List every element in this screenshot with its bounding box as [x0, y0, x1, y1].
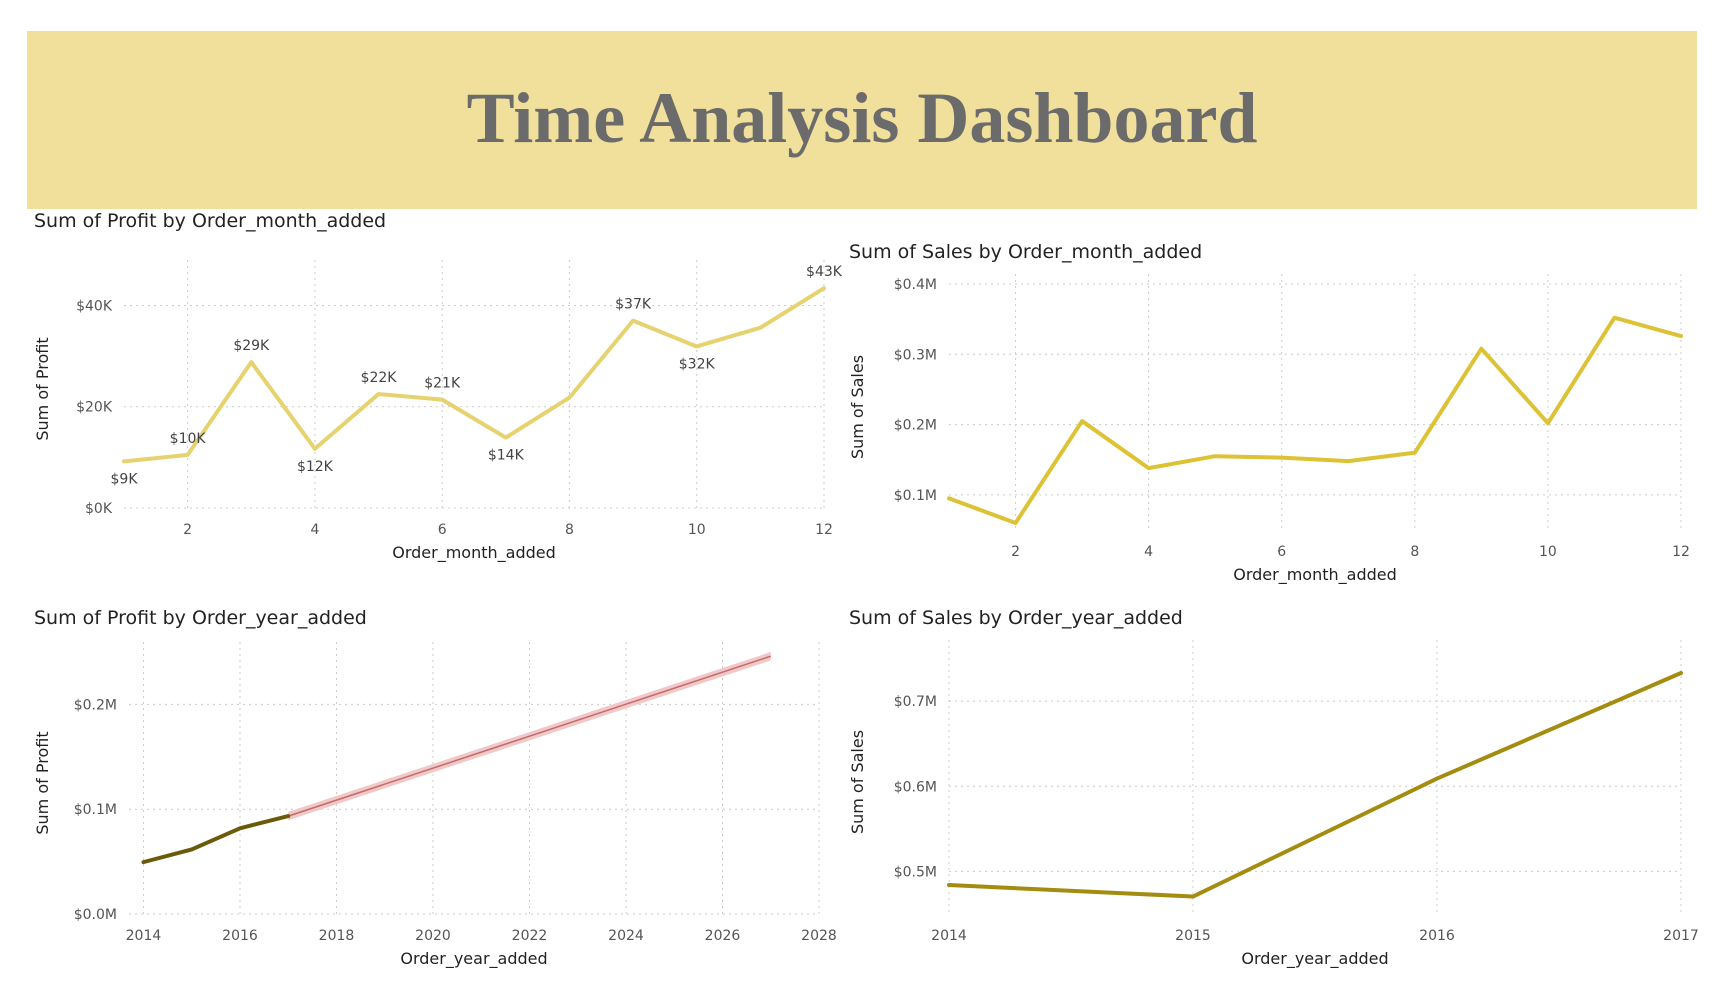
y-tick-label: $40K: [76, 298, 113, 314]
x-tick-label: 2018: [319, 928, 355, 944]
y-tick-label: $0.4M: [894, 277, 937, 293]
x-tick-label: 2016: [222, 928, 258, 944]
y-axis-title: Sum of Sales: [848, 730, 867, 834]
x-tick-label: 2015: [1175, 928, 1211, 944]
sales-by-year-chart: Sum of Sales by Order_year_added $0.5M $0…: [848, 607, 1699, 969]
data-label: $32K: [679, 356, 716, 372]
x-tick-label: 2014: [126, 928, 162, 944]
chart-svg: $0.5M $0.6M $0.7M 2014 2015 2016 2017 Order_yea…: [848, 640, 1699, 969]
x-tick-label: 2024: [608, 928, 644, 944]
chart-title: Sum of Sales by Order_month_added: [849, 241, 1203, 263]
profit-by-month-chart: Sum of Profit by Order_month_added $0K $2…: [33, 210, 843, 570]
series-line: [947, 670, 1683, 899]
x-tick-label: 2: [183, 522, 192, 538]
data-label: $29K: [233, 338, 270, 354]
x-tick-label: 10: [688, 522, 706, 538]
chart-svg: $0K $20K $40K 2 4 6 8 10 12 Order_month_added Sum …: [33, 260, 843, 563]
y-tick-label: $0.2M: [74, 697, 117, 713]
x-tick-label: 12: [1672, 544, 1690, 560]
x-tick-label: 4: [1144, 544, 1153, 560]
x-tick-label: 12: [815, 522, 833, 538]
x-tick-label: 2028: [801, 928, 837, 944]
data-label: $9K: [111, 471, 139, 487]
chart-svg: $0.1M $0.2M $0.3M $0.4M 2 4 6 8 10 12 Order_month_…: [848, 274, 1690, 585]
y-axis-title: Sum of Profit: [33, 731, 52, 834]
data-label: $43K: [806, 264, 843, 280]
series-line: [947, 315, 1683, 525]
y-tick-label: $0.5M: [894, 864, 937, 880]
series-line: [122, 286, 826, 464]
data-label: $10K: [170, 431, 207, 447]
dashboard-banner: Time Analysis Dashboard: [27, 31, 1697, 209]
x-tick-label: 2016: [1419, 928, 1455, 944]
data-label: $22K: [361, 370, 398, 386]
y-axis-title: Sum of Profit: [33, 337, 52, 440]
chart-title: Sum of Sales by Order_year_added: [849, 607, 1183, 629]
x-tick-label: 8: [565, 522, 574, 538]
chart-svg: $0.0M $0.1M $0.2M 2014 2016 2018 2020 2022 2024 2…: [33, 642, 837, 969]
sales-by-month-chart: Sum of Sales by Order_month_added $0.1M $…: [848, 241, 1699, 601]
series-line: [141, 814, 291, 865]
chart-title: Sum of Profit by Order_month_added: [34, 210, 387, 232]
data-label: $12K: [297, 459, 334, 475]
profit-by-year-chart: Sum of Profit by Order_year_added $0.0M $…: [33, 607, 844, 969]
x-tick-label: 2017: [1663, 928, 1699, 944]
y-tick-label: $0.2M: [894, 418, 937, 434]
y-tick-label: $20K: [76, 400, 113, 416]
chart-title: Sum of Profit by Order_year_added: [34, 607, 367, 629]
y-tick-label: $0K: [85, 501, 113, 517]
y-tick-label: $0.1M: [894, 488, 937, 504]
x-tick-label: 8: [1410, 544, 1419, 560]
y-tick-label: $0.7M: [894, 694, 937, 710]
data-label: $14K: [488, 448, 525, 464]
data-label: $21K: [424, 376, 461, 392]
x-axis-title: Order_month_added: [392, 543, 556, 563]
forecast-line: [287, 655, 771, 817]
y-tick-label: $0.3M: [894, 347, 937, 363]
x-axis-title: Order_year_added: [400, 949, 547, 969]
y-axis-title: Sum of Sales: [848, 355, 867, 459]
x-tick-label: 2014: [931, 928, 967, 944]
y-tick-label: $0.1M: [74, 802, 117, 818]
x-tick-label: 6: [438, 522, 447, 538]
y-tick-label: $0.6M: [894, 779, 937, 795]
x-axis-title: Order_month_added: [1233, 565, 1397, 585]
x-tick-label: 2020: [415, 928, 451, 944]
x-tick-label: 4: [310, 522, 319, 538]
x-axis-title: Order_year_added: [1241, 949, 1388, 969]
x-tick-label: 10: [1539, 544, 1557, 560]
x-tick-label: 6: [1277, 544, 1286, 560]
x-tick-label: 2022: [512, 928, 548, 944]
data-label: $37K: [615, 297, 652, 313]
x-tick-label: 2026: [705, 928, 741, 944]
y-tick-label: $0.0M: [74, 907, 117, 923]
dashboard-title: Time Analysis Dashboard: [466, 78, 1258, 158]
x-tick-label: 2: [1011, 544, 1020, 560]
